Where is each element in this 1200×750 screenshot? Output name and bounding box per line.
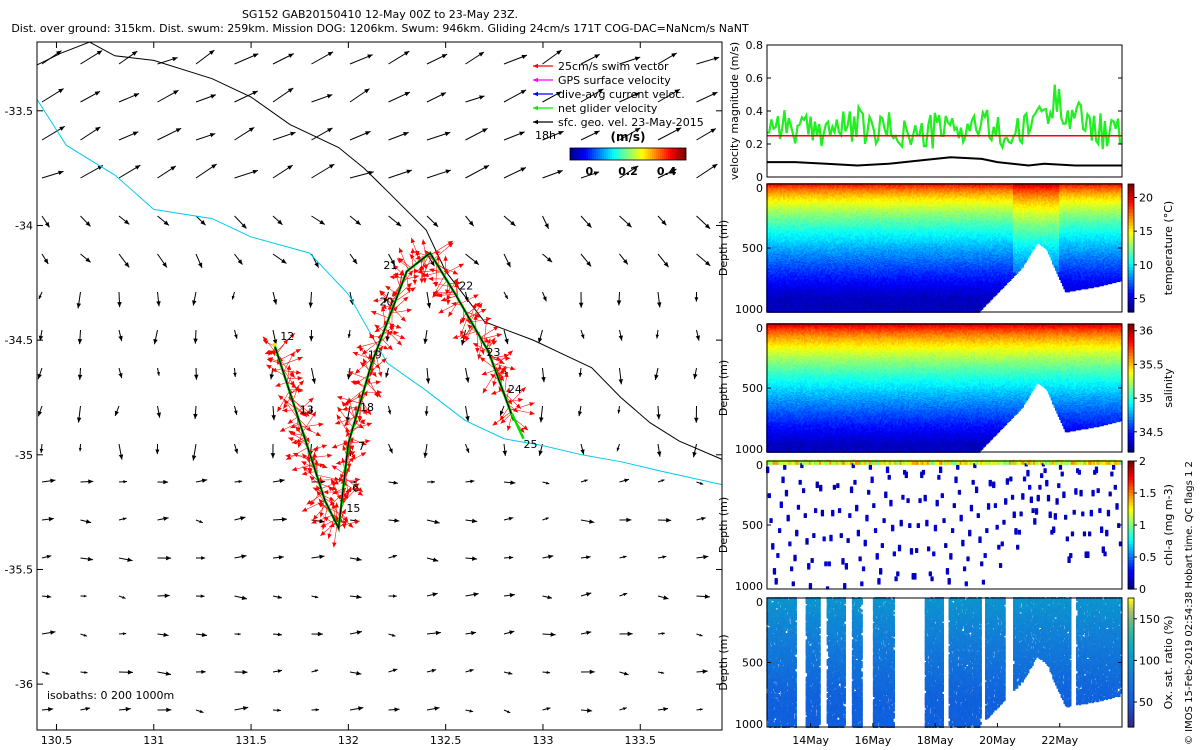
velocity-arrow-head — [45, 222, 50, 227]
velocity-arrow-head — [319, 220, 324, 225]
velocity-arrow-head — [95, 127, 100, 132]
velocity-arrow-head — [287, 165, 292, 170]
velocity-arrow-head — [157, 412, 161, 417]
velocity-arrow-head — [162, 262, 167, 267]
velocity-arrow-head — [210, 133, 215, 137]
velocity-arrow-head — [58, 171, 63, 175]
velocity-arrow-head — [461, 340, 465, 345]
velocity-arrow-head — [423, 339, 427, 344]
velocity-arrow-head — [193, 414, 197, 419]
velocity-arrow-head — [445, 170, 450, 174]
velocity-arrow-head — [617, 300, 621, 305]
velocity-arrow-head — [78, 339, 82, 344]
velocity-arrow-head — [117, 302, 121, 307]
velocity-arrow-head — [288, 88, 293, 93]
velocity-arrow-head — [557, 170, 562, 174]
velocity-arrow-head — [38, 411, 42, 416]
velocity-arrow-head — [253, 170, 258, 174]
velocity-arrow-head — [364, 89, 369, 94]
velocity-arrow-head — [290, 132, 295, 136]
velocity-arrow-head — [619, 335, 623, 340]
velocity-arrow-head — [654, 374, 658, 379]
velocity-arrow-head — [115, 411, 119, 416]
velocity-arrow-head — [118, 336, 122, 341]
velocity-arrow-head — [58, 89, 63, 94]
velocity-arrow-head — [232, 296, 235, 300]
velocity-arrow-head — [312, 378, 316, 383]
velocity-arrow-head — [479, 52, 484, 57]
velocity-arrow-head — [594, 171, 599, 175]
velocity-arrow-head — [327, 94, 332, 98]
velocity-arrow-head — [124, 262, 129, 267]
velocity-arrow-head — [210, 94, 215, 98]
velocity-arrow-head — [309, 336, 313, 341]
velocity-arrow-head — [44, 259, 49, 264]
velocity-arrow-head — [271, 415, 275, 420]
velocity-arrow-head — [153, 339, 157, 344]
velocity-arrow-head — [656, 414, 660, 419]
figure-canvas: 121315671819202122232425130.5 131 131.5 132… — [0, 0, 1200, 750]
velocity-arrow-head — [578, 411, 582, 416]
velocity-arrow-head — [425, 411, 429, 416]
velocity-arrow-head — [38, 374, 42, 379]
velocity-arrow-head — [427, 303, 431, 308]
velocity-arrow-head — [406, 170, 411, 174]
velocity-arrow-head — [696, 335, 700, 340]
velocity-arrow-head — [479, 95, 484, 99]
velocity-arrow-head — [465, 377, 469, 382]
velocity-arrow-head — [445, 132, 450, 136]
velocity-arrow-head — [556, 50, 561, 55]
velocity-arrow-head — [209, 50, 214, 55]
velocity-arrow-head — [714, 57, 719, 61]
velocity-arrow-head — [579, 303, 583, 308]
velocity-arrow-head — [581, 334, 585, 339]
velocity-arrow-head — [170, 166, 175, 171]
velocity-arrow-head — [172, 57, 177, 61]
velocity-arrow-head — [522, 55, 527, 59]
velocity-arrow-head — [309, 303, 313, 308]
velocity-arrow-head — [352, 259, 357, 264]
velocity-arrow-head — [192, 300, 196, 305]
velocity-arrow-head — [281, 259, 286, 264]
velocity-arrow-head — [347, 374, 351, 379]
velocity-arrow-head — [77, 303, 81, 308]
velocity-arrow-head — [403, 132, 408, 136]
velocity-arrow-head — [693, 374, 697, 379]
velocity-arrow-head — [694, 297, 698, 301]
velocity-arrow-head — [238, 259, 243, 264]
velocity-arrow-head — [132, 51, 137, 56]
velocity-arrow-head — [78, 375, 82, 380]
velocity-arrow-head — [193, 338, 197, 343]
velocity-arrow-head — [270, 374, 274, 379]
velocity-arrow-head — [712, 164, 717, 169]
velocity-arrow-head — [211, 164, 216, 169]
velocity-arrow-head — [249, 127, 254, 132]
velocity-arrow-head — [194, 375, 198, 380]
